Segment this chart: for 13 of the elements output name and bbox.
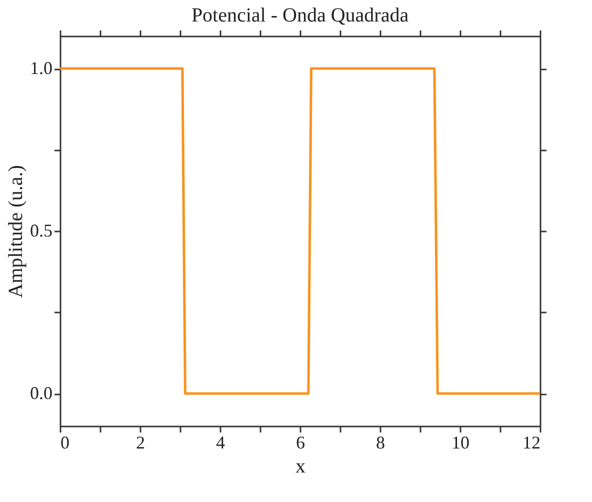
x-tick-label: 4 bbox=[216, 432, 225, 452]
y-tick-label: 1.0 bbox=[30, 58, 52, 78]
chart-title: Potencial - Onda Quadrada bbox=[191, 4, 409, 26]
y-tick-label: 0.5 bbox=[30, 220, 52, 240]
x-tick-label: 6 bbox=[296, 432, 305, 452]
y-axis-title: Amplitude (u.a.) bbox=[5, 165, 27, 298]
x-tick-label: 12 bbox=[522, 432, 540, 452]
x-axis-title: x bbox=[296, 456, 306, 478]
x-tick-label: 8 bbox=[376, 432, 385, 452]
y-tick-label: 0.0 bbox=[30, 383, 52, 403]
x-tick-label: 0 bbox=[60, 432, 70, 452]
x-tick-label: 10 bbox=[452, 432, 470, 452]
x-tick-label: 2 bbox=[136, 432, 145, 452]
